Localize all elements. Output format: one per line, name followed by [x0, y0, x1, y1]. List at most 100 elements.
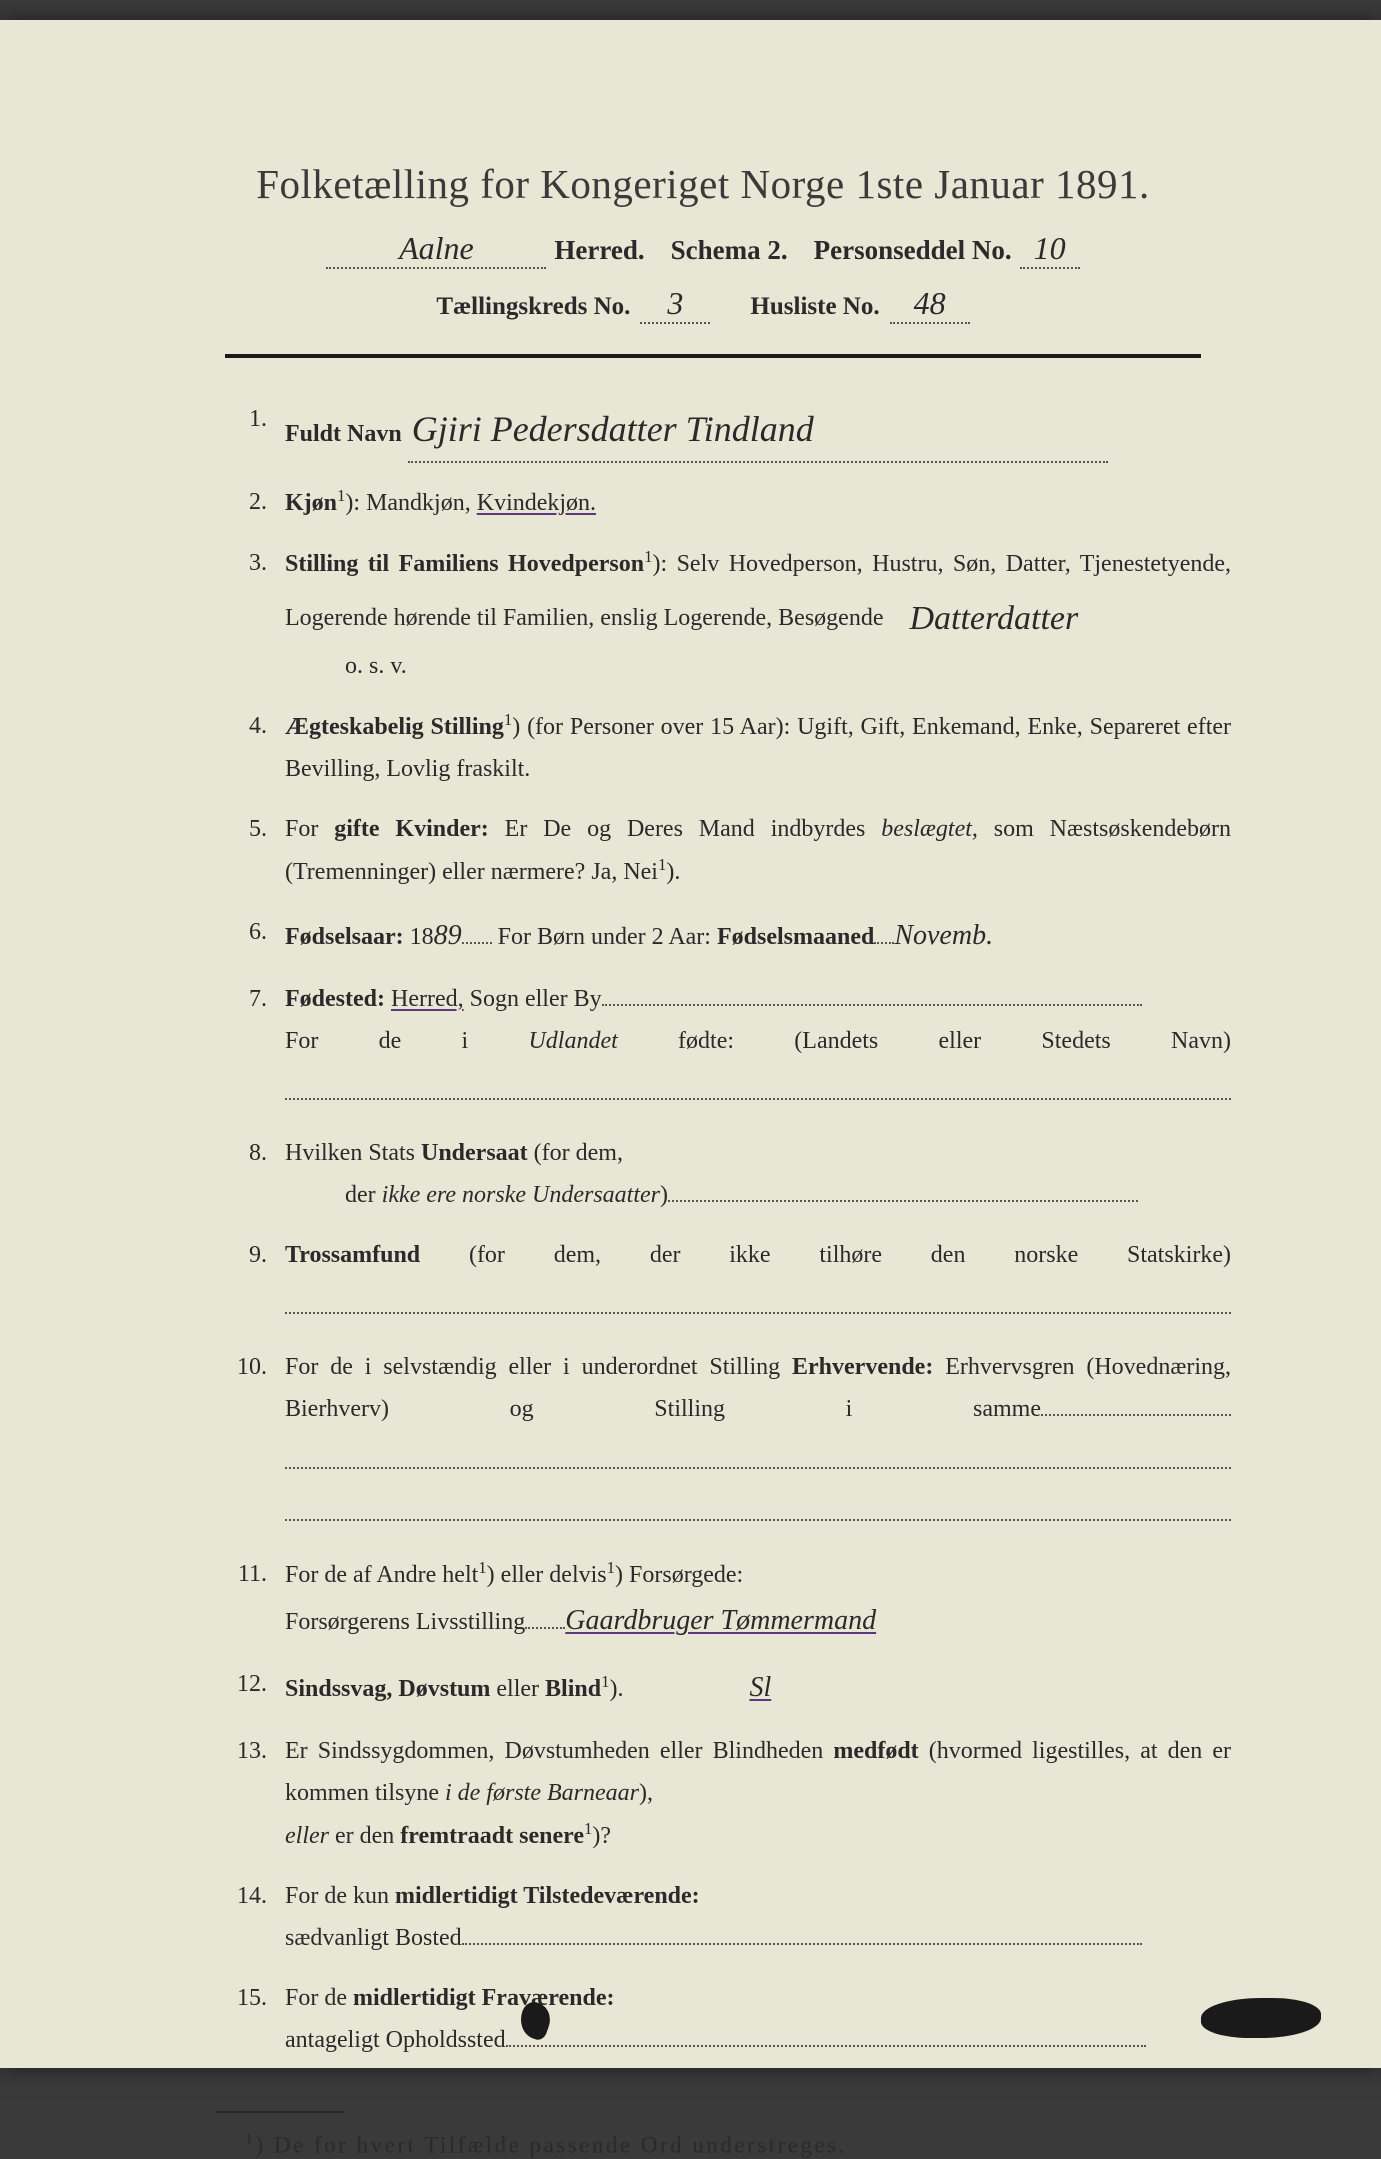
herred-value: Aalne	[326, 230, 546, 269]
dots	[1041, 1414, 1231, 1416]
item-body: Ægteskabelig Stilling1) (for Personer ov…	[285, 705, 1231, 790]
header-row-1: Aalne Herred. Schema 2. Personseddel No.…	[175, 230, 1231, 269]
kreds-value: 3	[640, 285, 710, 324]
dots	[285, 1276, 1231, 1314]
t2: (for dem,	[528, 1140, 623, 1166]
item-11: 11. For de af Andre helt1) eller delvis1…	[230, 1553, 1231, 1645]
item-body: For de i selvstændig eller i underordnet…	[285, 1346, 1231, 1535]
item-number: 2.	[230, 481, 285, 524]
item-2: 2. Kjøn1): Mandkjøn, Kvindekjøn.	[230, 481, 1231, 524]
item-number: 15.	[230, 1977, 285, 2061]
dots	[462, 1943, 1142, 1945]
label: gifte Kvinder:	[334, 816, 489, 842]
item-10: 10. For de i selvstændig eller i underor…	[230, 1346, 1231, 1535]
kjon-selected: Kvindekjøn.	[477, 490, 596, 516]
label: Sindssvag, Døvstum	[285, 1676, 490, 1702]
item-body: Stilling til Familiens Hovedperson1): Se…	[285, 542, 1231, 687]
item-number: 8.	[230, 1132, 285, 1216]
dots2	[874, 942, 894, 944]
item-body: Kjøn1): Mandkjøn, Kvindekjøn.	[285, 481, 1231, 524]
item-body: Sindssvag, Døvstum eller Blind1). Sl	[285, 1663, 1231, 1712]
label: Trossamfund	[285, 1242, 420, 1268]
header-rule	[225, 354, 1201, 358]
label: Fuldt Navn	[285, 421, 402, 447]
personseddel-label: Personseddel No.	[814, 235, 1012, 266]
item-number: 10.	[230, 1346, 285, 1535]
item-body: For de kun midlertidigt Tilstedeværende:…	[285, 1875, 1231, 1959]
item-14: 14. For de kun midlertidigt Tilstedevære…	[230, 1875, 1231, 1959]
label: Kjøn	[285, 490, 337, 516]
item-body: Fuldt Navn Gjiri Pedersdatter Tindland	[285, 398, 1231, 463]
t4: ).	[666, 859, 680, 885]
kreds-label: Tællingskreds No.	[436, 293, 630, 321]
item-4: 4. Ægteskabelig Stilling1) (for Personer…	[230, 705, 1231, 790]
i: ikke ere norske Undersaatter	[382, 1182, 660, 1208]
item-12: 12. Sindssvag, Døvstum eller Blind1). Sl	[230, 1663, 1231, 1712]
item-number: 14.	[230, 1875, 285, 1959]
t4: er den	[329, 1823, 400, 1849]
item-number: 1.	[230, 398, 285, 463]
month-value: Novemb.	[894, 920, 993, 951]
dots3	[285, 1483, 1231, 1521]
t2: For de i	[285, 1028, 528, 1054]
item-5: 5. For gifte Kvinder: Er De og Deres Man…	[230, 808, 1231, 893]
form-items: 1. Fuldt Navn Gjiri Pedersdatter Tindlan…	[175, 398, 1231, 2061]
item-number: 9.	[230, 1234, 285, 1328]
item-7: 7. Fødested: Herred, Sogn eller By For d…	[230, 978, 1231, 1114]
i2: eller	[285, 1823, 329, 1849]
item-13: 13. Er Sindssygdommen, Døvstumheden elle…	[230, 1730, 1231, 1857]
t2: sædvanligt Bosted	[285, 1925, 462, 1951]
label: Undersaat	[421, 1140, 528, 1166]
i1: i de første Barneaar	[445, 1780, 639, 1806]
label: Erhvervende:	[792, 1354, 933, 1380]
item-number: 11.	[230, 1553, 285, 1645]
t3: der	[345, 1182, 382, 1208]
t2: antageligt Opholdssted	[285, 2027, 506, 2053]
i: beslægtet,	[881, 816, 978, 842]
osv: o. s. v.	[285, 645, 1231, 687]
dots2	[285, 1430, 1231, 1468]
label2: fremtraadt senere	[400, 1823, 584, 1849]
item-number: 13.	[230, 1730, 285, 1857]
husliste-label: Husliste No.	[750, 293, 879, 321]
item-8: 8. Hvilken Stats Undersaat (for dem, der…	[230, 1132, 1231, 1216]
label: midlertidigt Fraværende:	[353, 1985, 615, 2011]
item-body: Er Sindssygdommen, Døvstumheden eller Bl…	[285, 1730, 1231, 1857]
t1: Sogn eller By	[464, 986, 602, 1012]
t2: ) eller delvis	[487, 1562, 607, 1588]
i: Udlandet	[528, 1028, 617, 1054]
sup: 1	[504, 710, 512, 729]
herred-label: Herred.	[554, 235, 644, 266]
s2: 1	[607, 1558, 615, 1577]
t: eller	[490, 1676, 545, 1702]
t3: ),	[639, 1780, 653, 1806]
dots	[668, 1200, 1138, 1202]
item-number: 4.	[230, 705, 285, 790]
item-number: 6.	[230, 911, 285, 960]
item-6: 6. Fødselsaar: 1889 For Børn under 2 Aar…	[230, 911, 1231, 960]
item-number: 7.	[230, 978, 285, 1114]
item-1: 1. Fuldt Navn Gjiri Pedersdatter Tindlan…	[230, 398, 1231, 463]
name-value: Gjiri Pedersdatter Tindland	[408, 398, 1108, 463]
t1: Er Sindssygdommen, Døvstumheden eller Bl…	[285, 1738, 833, 1764]
item-body: Hvilken Stats Undersaat (for dem, der ik…	[285, 1132, 1231, 1216]
item-number: 5.	[230, 808, 285, 893]
item-body: Trossamfund (for dem, der ikke tilhøre d…	[285, 1234, 1231, 1328]
year-value: 89	[434, 920, 462, 951]
t3: fødte: (Landets eller Stedets Navn)	[618, 1028, 1231, 1054]
husliste-value: 48	[890, 285, 970, 324]
dots	[602, 1004, 1142, 1006]
dots-long	[285, 1062, 1231, 1100]
t4: )	[660, 1182, 668, 1208]
dots	[525, 1627, 565, 1629]
item-15: 15. For de midlertidigt Fraværende: anta…	[230, 1977, 1231, 2061]
dots	[506, 2045, 1146, 2047]
label2: Fødselsmaaned	[717, 924, 874, 950]
forsorger-value: Gaardbruger Tømmermand	[565, 1605, 876, 1636]
form-header: Folketælling for Kongeriget Norge 1ste J…	[175, 160, 1231, 324]
t1: For de i selvstændig eller i underordnet…	[285, 1354, 792, 1380]
label2: Blind	[545, 1676, 601, 1702]
sinds-value: Sl	[749, 1672, 771, 1703]
label: Stilling til Familiens Hovedperson	[285, 551, 644, 577]
t: For Børn under 2 Aar:	[492, 924, 717, 950]
